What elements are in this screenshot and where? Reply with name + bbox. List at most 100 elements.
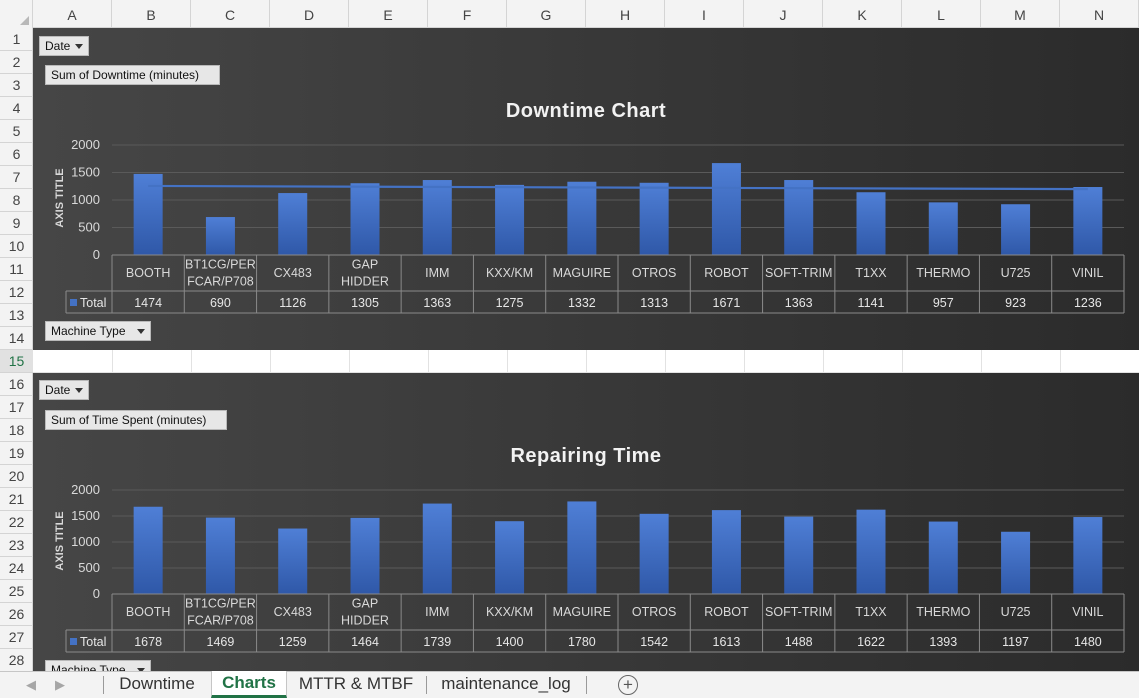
plus-circle-icon[interactable]: + (618, 675, 638, 695)
y-tick-label: 2000 (71, 137, 100, 152)
column-header-j[interactable]: J (744, 0, 823, 28)
chevron-left-icon[interactable]: ◀ (26, 677, 36, 692)
row-header-15[interactable]: 15 (0, 350, 33, 373)
value-field-button[interactable]: Sum of Downtime (minutes) (45, 65, 220, 85)
row-header-24[interactable]: 24 (0, 557, 33, 580)
machine-type-label: Machine Type (51, 663, 126, 671)
column-header-n[interactable]: N (1060, 0, 1139, 28)
bar (928, 521, 958, 594)
row-header-7[interactable]: 7 (0, 166, 33, 189)
column-header-d[interactable]: D (270, 0, 349, 28)
category-label: BT1CG/PER (185, 258, 256, 272)
select-all-triangle-icon (20, 16, 29, 25)
bar (567, 501, 597, 594)
bar (856, 192, 886, 255)
row-header-17[interactable]: 17 (0, 396, 33, 419)
column-header-c[interactable]: C (191, 0, 270, 28)
machine-type-filter-button[interactable]: Machine Type (45, 660, 151, 671)
row-header-1[interactable]: 1 (0, 28, 33, 51)
column-header-g[interactable]: G (507, 0, 586, 28)
column-header-h[interactable]: H (586, 0, 665, 28)
bar (1073, 187, 1103, 255)
bar (639, 513, 669, 594)
date-filter-button[interactable]: Date (39, 36, 89, 56)
column-header-l[interactable]: L (902, 0, 981, 28)
row-header-11[interactable]: 11 (0, 258, 33, 281)
row-header-26[interactable]: 26 (0, 603, 33, 626)
bar (422, 180, 452, 255)
row-header-14[interactable]: 14 (0, 327, 33, 350)
row-header-3[interactable]: 3 (0, 74, 33, 97)
bar (133, 173, 163, 255)
data-table-value: 1400 (496, 635, 524, 649)
data-table-value: 923 (1005, 296, 1026, 310)
category-label: ROBOT (704, 605, 749, 619)
row-header-4[interactable]: 4 (0, 97, 33, 120)
column-header-f[interactable]: F (428, 0, 507, 28)
column-header-b[interactable]: B (112, 0, 191, 28)
tab-divider (586, 676, 587, 694)
column-header-k[interactable]: K (823, 0, 902, 28)
category-label: T1XX (855, 605, 887, 619)
row-header-18[interactable]: 18 (0, 419, 33, 442)
bar (711, 510, 741, 594)
category-label: IMM (425, 266, 449, 280)
tab-divider (103, 676, 104, 694)
row-header-20[interactable]: 20 (0, 465, 33, 488)
row-header-23[interactable]: 23 (0, 534, 33, 557)
data-table-value: 1480 (1074, 635, 1102, 649)
row-header-8[interactable]: 8 (0, 189, 33, 212)
row-header-27[interactable]: 27 (0, 626, 33, 649)
row-header-28[interactable]: 28 (0, 649, 33, 672)
row-header-9[interactable]: 9 (0, 212, 33, 235)
row-header-22[interactable]: 22 (0, 511, 33, 534)
date-filter-button[interactable]: Date (39, 380, 89, 400)
column-header-e[interactable]: E (349, 0, 428, 28)
value-field-button[interactable]: Sum of Time Spent (minutes) (45, 410, 227, 430)
tab-mttr-mtbf[interactable]: MTTR & MTBF (298, 674, 414, 693)
date-filter-label: Date (45, 39, 71, 53)
column-header-m[interactable]: M (981, 0, 1060, 28)
row-header-10[interactable]: 10 (0, 235, 33, 258)
row-header-16[interactable]: 16 (0, 373, 33, 396)
column-header-i[interactable]: I (665, 0, 744, 28)
category-label: MAGUIRE (553, 266, 611, 280)
data-table-value: 1469 (207, 635, 235, 649)
row-header-5[interactable]: 5 (0, 120, 33, 143)
data-table-value: 1141 (858, 296, 885, 310)
tab-maintenance-log[interactable]: maintenance_log (441, 674, 571, 693)
chevron-right-icon[interactable]: ▶ (55, 677, 65, 692)
bar (711, 163, 741, 255)
column-header-a[interactable]: A (33, 0, 112, 28)
row-header-2[interactable]: 2 (0, 51, 33, 74)
row-header-13[interactable]: 13 (0, 304, 33, 327)
date-filter-label: Date (45, 383, 71, 397)
category-label: U725 (1001, 605, 1031, 619)
y-tick-label: 1000 (71, 192, 100, 207)
chart-plot-area: 0 500 1000 1500 2000 BOOTH 1678 BT1CG/PER FCAR/P… (65, 482, 1125, 653)
data-table-value: 1126 (279, 296, 306, 310)
data-table-value: 1622 (857, 635, 885, 649)
row-header-21[interactable]: 21 (0, 488, 33, 511)
data-table-value: 1488 (785, 635, 813, 649)
row-header-25[interactable]: 25 (0, 580, 33, 603)
machine-type-filter-button[interactable]: Machine Type (45, 321, 151, 341)
repairing-time-chart[interactable]: Date Sum of Time Spent (minutes) Repairi… (33, 373, 1139, 671)
legend-key (70, 638, 77, 645)
machine-type-label: Machine Type (51, 324, 126, 338)
gridline (33, 372, 1139, 373)
row-header-6[interactable]: 6 (0, 143, 33, 166)
data-table-value: 1363 (785, 296, 813, 310)
category-label: THERMO (916, 605, 970, 619)
category-label: SOFT-TRIM (765, 605, 832, 619)
tab-downtime[interactable]: Downtime (119, 674, 195, 693)
category-label: BT1CG/PER (185, 597, 256, 611)
bar (350, 183, 380, 255)
downtime-chart[interactable]: Date Sum of Downtime (minutes) Downtime … (33, 28, 1139, 350)
category-label: T1XX (855, 266, 887, 280)
select-all-corner[interactable] (0, 0, 33, 28)
bar (350, 517, 380, 594)
row-header-19[interactable]: 19 (0, 442, 33, 465)
tab-charts[interactable]: Charts (211, 671, 287, 698)
row-header-12[interactable]: 12 (0, 281, 33, 304)
